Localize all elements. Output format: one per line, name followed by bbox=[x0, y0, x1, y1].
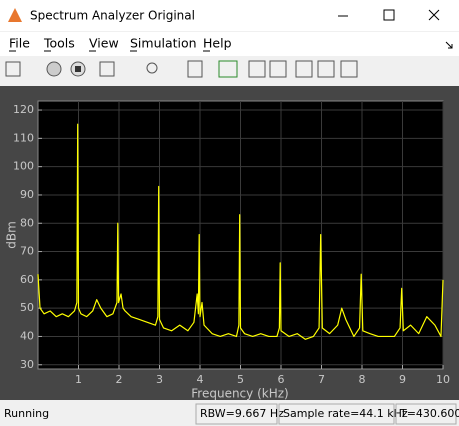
app-icon bbox=[8, 8, 22, 22]
maximize-button[interactable] bbox=[383, 9, 395, 21]
spectrum-line bbox=[37, 123, 444, 340]
x-tick-label: 5 bbox=[237, 373, 244, 386]
stop-glyph bbox=[75, 66, 81, 72]
distortion-button[interactable] bbox=[317, 60, 335, 78]
y-tick-label: 120 bbox=[13, 103, 34, 116]
x-tick-label: 3 bbox=[156, 373, 163, 386]
channel-button[interactable] bbox=[295, 60, 313, 78]
status-text: Running bbox=[4, 407, 49, 420]
status-text: RBW=9.667 Hz bbox=[200, 407, 284, 420]
toolbar-icons bbox=[5, 60, 358, 78]
step-button[interactable] bbox=[99, 61, 115, 77]
status-field bbox=[278, 403, 395, 425]
y-tick-label: 70 bbox=[20, 245, 34, 258]
autoscale-button[interactable] bbox=[187, 60, 203, 78]
status-bar bbox=[0, 402, 459, 426]
y-tick-label: 30 bbox=[20, 358, 34, 371]
x-tick-label: 2 bbox=[116, 373, 123, 386]
y-tick-label: 40 bbox=[20, 329, 34, 342]
menu-item[interactable]: View bbox=[89, 36, 119, 51]
y-axis-label: dBm bbox=[5, 221, 19, 249]
x-tick-label: 4 bbox=[197, 373, 204, 386]
x-tick-label: 7 bbox=[318, 373, 325, 386]
status-field bbox=[395, 403, 457, 425]
dock-button[interactable] bbox=[445, 41, 453, 49]
settings-button[interactable] bbox=[5, 61, 21, 77]
x-tick-label: 10 bbox=[436, 373, 450, 386]
status-text: Sample rate=44.1 kHz bbox=[283, 407, 408, 420]
menu-bar bbox=[0, 32, 459, 56]
ccdf-button[interactable] bbox=[340, 60, 358, 78]
y-tick-label: 60 bbox=[20, 273, 34, 286]
run-button[interactable] bbox=[46, 61, 62, 77]
close-button[interactable] bbox=[428, 9, 440, 21]
menu-item[interactable]: File bbox=[9, 36, 30, 51]
y-tick-label: 110 bbox=[13, 131, 34, 144]
x-tick-label: 6 bbox=[278, 373, 285, 386]
cursor-button[interactable] bbox=[248, 60, 266, 78]
y-tick-label: 90 bbox=[20, 188, 34, 201]
x-axis-label: Frequency (kHz) bbox=[191, 387, 288, 401]
menu-item[interactable]: Tools bbox=[43, 36, 75, 51]
y-tick-label: 50 bbox=[20, 301, 34, 314]
status-text: T=430.600 bbox=[399, 407, 459, 420]
x-tick-label: 9 bbox=[399, 373, 406, 386]
x-tick-label: 1 bbox=[75, 373, 82, 386]
y-tick-label: 80 bbox=[20, 216, 34, 229]
spectrum-button[interactable] bbox=[218, 60, 238, 78]
peak-button[interactable] bbox=[269, 60, 287, 78]
x-tick-label: 8 bbox=[359, 373, 366, 386]
menu-item[interactable]: Help bbox=[203, 36, 232, 51]
status-field bbox=[195, 403, 278, 425]
y-tick-label: 100 bbox=[13, 160, 34, 173]
zoom-button[interactable] bbox=[146, 62, 158, 74]
window-title: Spectrum Analyzer Original bbox=[30, 9, 195, 23]
menu-item[interactable]: Simulation bbox=[130, 36, 197, 51]
title-bar bbox=[0, 0, 459, 31]
